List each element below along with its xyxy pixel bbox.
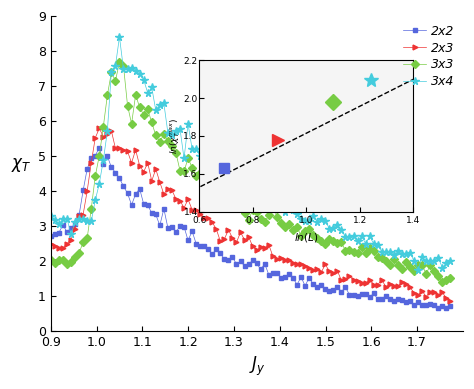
2x3 (431, 290, 437, 295)
3x3 (447, 275, 453, 280)
3x4 (145, 91, 151, 95)
Line: 2x2: 2x2 (48, 145, 453, 310)
2x2 (145, 202, 151, 207)
2x3 (96, 126, 102, 131)
Y-axis label: $\chi_T$: $\chi_T$ (11, 156, 32, 174)
2x3 (290, 260, 296, 265)
Line: 3x4: 3x4 (47, 33, 454, 273)
3x3 (48, 258, 54, 262)
3x4 (290, 208, 296, 212)
2x2 (96, 145, 102, 150)
2x2 (444, 306, 449, 310)
2x2 (447, 304, 453, 308)
3x4 (436, 255, 441, 260)
X-axis label: $J_y$: $J_y$ (248, 355, 265, 378)
3x3 (419, 263, 425, 267)
Line: 3x3: 3x3 (48, 59, 454, 286)
2x3 (419, 289, 425, 293)
3x4 (423, 259, 429, 264)
3x4 (415, 267, 421, 272)
2x2 (258, 267, 264, 272)
3x4 (258, 191, 264, 195)
2x2 (431, 302, 437, 307)
3x4 (447, 258, 453, 263)
3x3 (439, 280, 445, 285)
2x2 (129, 203, 135, 207)
2x3 (129, 161, 135, 165)
3x3 (290, 228, 296, 233)
3x3 (129, 121, 135, 126)
Line: 2x3: 2x3 (48, 126, 453, 303)
3x3 (258, 217, 264, 222)
2x3 (48, 242, 54, 247)
2x2 (48, 233, 54, 238)
3x3 (431, 268, 437, 273)
2x3 (145, 160, 151, 165)
3x3 (117, 60, 122, 65)
2x2 (419, 303, 425, 307)
3x4 (48, 214, 54, 219)
2x3 (258, 245, 264, 250)
2x3 (447, 298, 453, 303)
2x2 (290, 275, 296, 280)
3x3 (145, 107, 151, 112)
3x4 (129, 66, 135, 70)
Legend: 2x2, 2x3, 3x3, 3x4: 2x2, 2x3, 3x3, 3x4 (401, 22, 456, 91)
3x4 (117, 35, 122, 39)
